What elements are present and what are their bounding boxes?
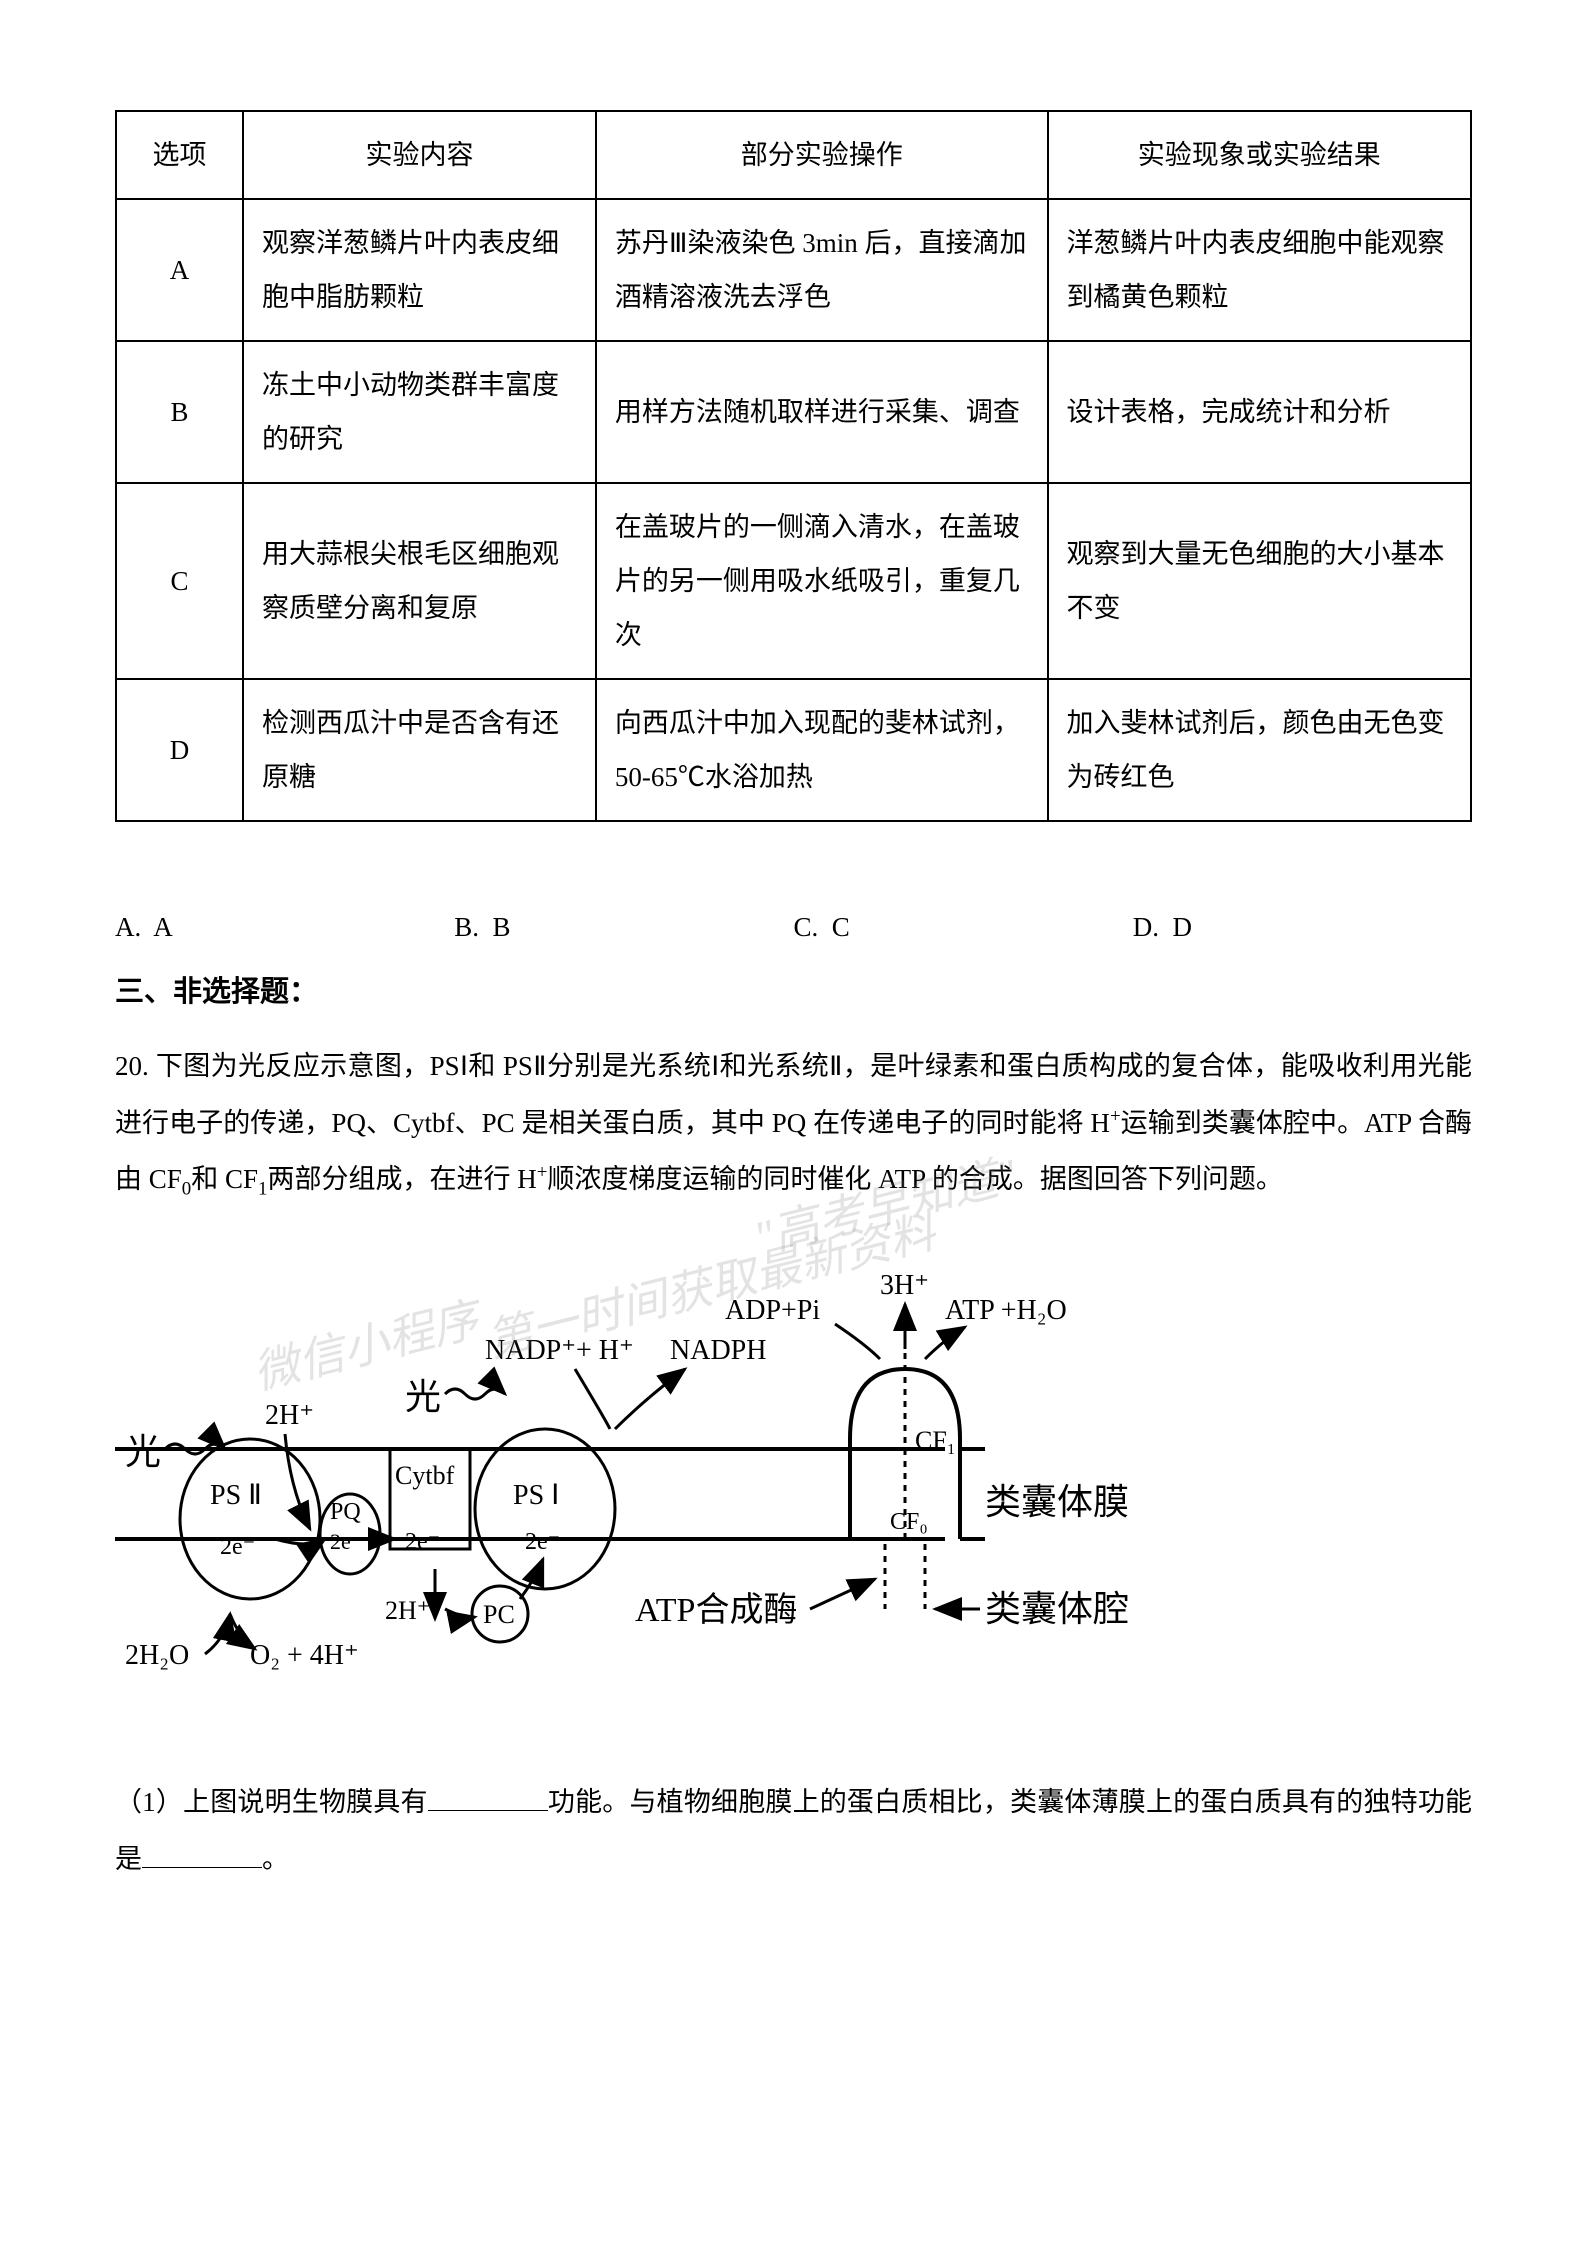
nadp-arrow-in — [575, 1369, 610, 1429]
atp-h2o-label: ATP +H₂O — [945, 1295, 1067, 1326]
experiment-content: 冻土中小动物类群丰富度的研究 — [243, 341, 596, 483]
light-label-right: 光 — [405, 1377, 441, 1417]
option-b: B. B — [454, 912, 793, 943]
option-c: C. C — [794, 912, 1133, 943]
psi-label: PS Ⅰ — [513, 1480, 559, 1511]
table-header-row: 选项 实验内容 部分实验操作 实验现象或实验结果 — [116, 111, 1471, 199]
cf1-label: CF₁ — [915, 1426, 956, 1455]
psii-shape — [180, 1439, 320, 1599]
blank-2 — [142, 1838, 262, 1868]
water-split-arrow-up — [205, 1614, 230, 1654]
sub-question-1: （1）上图说明生物膜具有功能。与植物细胞膜上的蛋白质相比，类囊体薄膜上的蛋白质具… — [115, 1774, 1472, 1887]
experiment-table: 选项 实验内容 部分实验操作 实验现象或实验结果 A 观察洋葱鳞片叶内表皮细胞中… — [115, 110, 1472, 822]
o2-label: O₂ + 4H⁺ — [250, 1640, 359, 1671]
sub-q1-end: 。 — [262, 1844, 289, 1874]
adp-arrow-in — [835, 1324, 880, 1359]
blank-1 — [428, 1782, 548, 1812]
table-row: A 观察洋葱鳞片叶内表皮细胞中脂肪颗粒 苏丹Ⅲ染液染色 3min 后，直接滴加酒… — [116, 199, 1471, 341]
experiment-result: 设计表格，完成统计和分析 — [1048, 341, 1471, 483]
membrane-label: 类囊体膜 — [985, 1482, 1129, 1522]
two-h-plus-label: 2H⁺ — [265, 1400, 314, 1431]
header-result: 实验现象或实验结果 — [1048, 111, 1471, 199]
option-letter: A — [116, 199, 243, 341]
two-h-plus-bottom: 2H⁺ — [385, 1596, 431, 1625]
answer-options: A. A B. B C. C D. D — [115, 912, 1472, 943]
sup-plus-2: + — [537, 1162, 548, 1183]
light-wave-icon-2 — [445, 1389, 505, 1399]
question-intro-part4: 两部分组成，在进行 H — [267, 1164, 536, 1194]
experiment-content: 用大蒜根尖根毛区细胞观察质壁分离和复原 — [243, 483, 596, 679]
water-label: 2H₂O — [125, 1640, 189, 1671]
lumen-label: 类囊体腔 — [985, 1589, 1129, 1629]
option-d: D. D — [1133, 912, 1472, 943]
two-e-label-1: 2e⁻ — [220, 1534, 255, 1560]
experiment-operation: 向西瓜汁中加入现配的斐林试剂，50-65℃水浴加热 — [596, 679, 1048, 821]
two-e-label-2: 2e⁻ — [330, 1529, 362, 1554]
experiment-result: 观察到大量无色细胞的大小基本不变 — [1048, 483, 1471, 679]
sub-q1-pre: （1）上图说明生物膜具有 — [115, 1787, 428, 1817]
atp-arrow-out — [925, 1327, 965, 1359]
header-operation: 部分实验操作 — [596, 111, 1048, 199]
question-intro-part3: 和 CF — [191, 1164, 258, 1194]
electron-arrow-4 — [520, 1559, 543, 1599]
three-h-label: 3H⁺ — [880, 1270, 929, 1301]
option-letter: B — [116, 341, 243, 483]
table-row: B 冻土中小动物类群丰富度的研究 用样方法随机取样进行采集、调查 设计表格，完成… — [116, 341, 1471, 483]
electron-arrow-3 — [445, 1609, 475, 1617]
pc-label: PC — [483, 1600, 515, 1629]
nadph-label: NADPH — [670, 1335, 766, 1366]
diagram-svg: 光 2H⁺ PS Ⅱ 2e⁻ PQ 2e⁻ Cytbf 2e⁻ 光 PS Ⅰ 2… — [115, 1249, 1155, 1709]
two-e-label-3: 2e⁻ — [405, 1529, 440, 1555]
question-intro-part5: 顺浓度梯度运输的同时催化 ATP 的合成。据图回答下列问题。 — [547, 1164, 1283, 1194]
light-reaction-diagram: 光 2H⁺ PS Ⅱ 2e⁻ PQ 2e⁻ Cytbf 2e⁻ 光 PS Ⅰ 2… — [115, 1249, 1472, 1714]
cytbf-label: Cytbf — [395, 1461, 455, 1490]
experiment-content: 检测西瓜汁中是否含有还原糖 — [243, 679, 596, 821]
table-row: C 用大蒜根尖根毛区细胞观察质壁分离和复原 在盖玻片的一侧滴入清水，在盖玻片的另… — [116, 483, 1471, 679]
option-letter: C — [116, 483, 243, 679]
experiment-operation: 苏丹Ⅲ染液染色 3min 后，直接滴加酒精溶液洗去浮色 — [596, 199, 1048, 341]
question-20-text: 20. 下图为光反应示意图，PSⅠ和 PSⅡ分别是光系统Ⅰ和光系统Ⅱ，是叶绿素和… — [115, 1038, 1472, 1209]
experiment-content: 观察洋葱鳞片叶内表皮细胞中脂肪颗粒 — [243, 199, 596, 341]
option-a: A. A — [115, 912, 454, 943]
experiment-operation: 在盖玻片的一侧滴入清水，在盖玻片的另一侧用吸水纸吸引，重复几次 — [596, 483, 1048, 679]
table-row: D 检测西瓜汁中是否含有还原糖 向西瓜汁中加入现配的斐林试剂，50-65℃水浴加… — [116, 679, 1471, 821]
nadp-label: NADP⁺+ H⁺ — [485, 1335, 634, 1366]
pq-label: PQ — [330, 1499, 361, 1525]
cf0-label: CF₀ — [890, 1509, 928, 1535]
header-option: 选项 — [116, 111, 243, 199]
section-heading: 三、非选择题： — [115, 968, 1472, 1010]
question-number: 20. — [115, 1051, 156, 1081]
atp-synthase-label: ATP合成酶 — [635, 1591, 797, 1629]
experiment-result: 洋葱鳞片叶内表皮细胞中能观察到橘黄色颗粒 — [1048, 199, 1471, 341]
header-content: 实验内容 — [243, 111, 596, 199]
two-e-label-4: 2e⁻ — [525, 1529, 560, 1555]
sup-plus: + — [1110, 1106, 1121, 1127]
experiment-result: 加入斐林试剂后，颜色由无色变为砖红色 — [1048, 679, 1471, 821]
psii-label: PS Ⅱ — [210, 1480, 262, 1511]
nadph-arrow-out — [615, 1369, 685, 1429]
atp-synthase-pointer — [810, 1579, 875, 1609]
sub-zero: 0 — [182, 1179, 191, 1200]
experiment-operation: 用样方法随机取样进行采集、调查 — [596, 341, 1048, 483]
option-letter: D — [116, 679, 243, 821]
adp-pi-label: ADP+Pi — [725, 1295, 820, 1326]
light-label-left: 光 — [125, 1432, 161, 1472]
